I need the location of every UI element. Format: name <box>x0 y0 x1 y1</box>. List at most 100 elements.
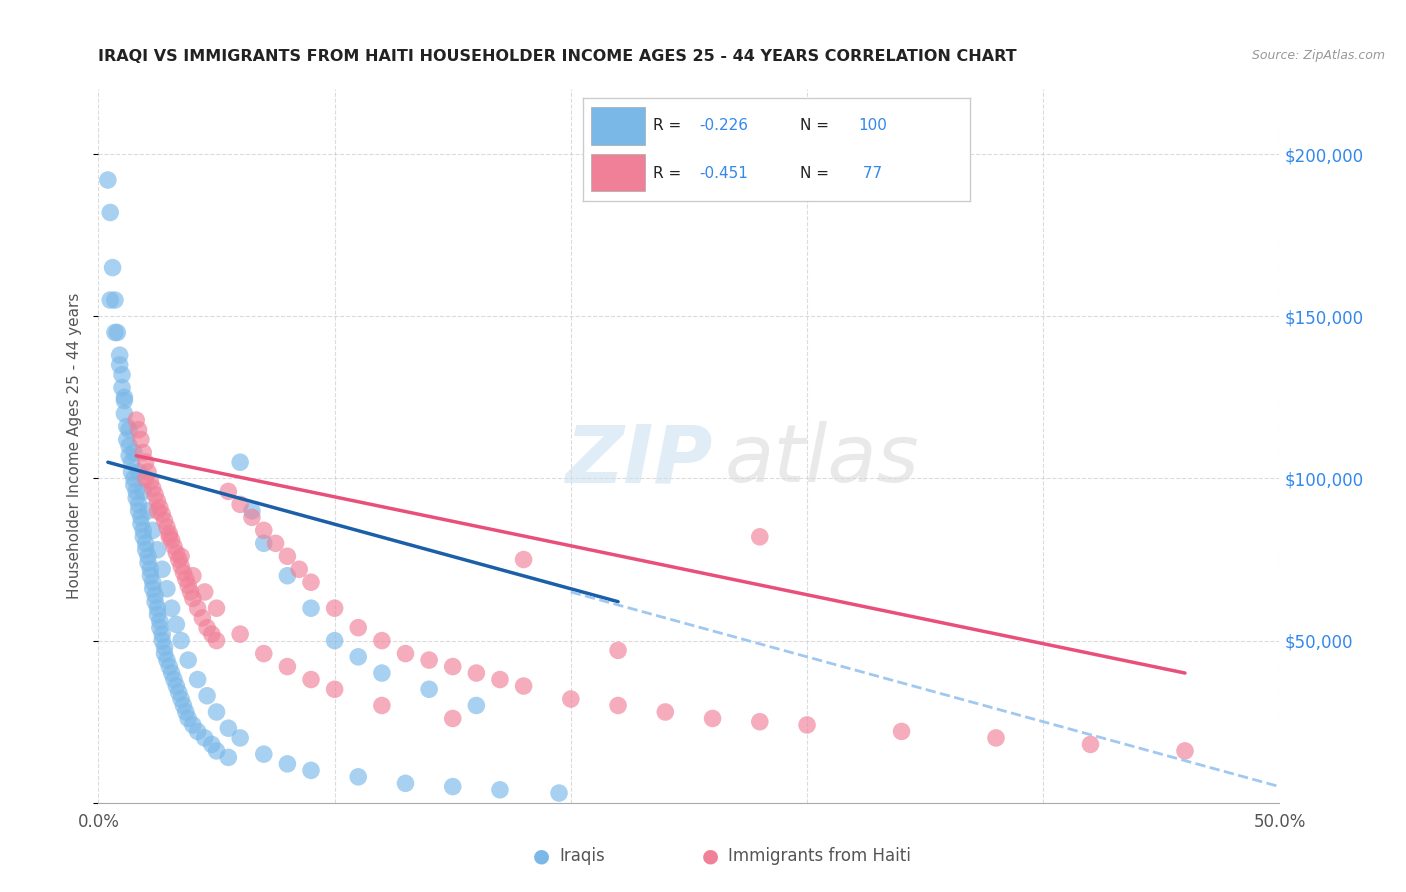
Text: R =: R = <box>652 119 686 133</box>
Point <box>172 566 194 580</box>
Point <box>418 653 440 667</box>
Point <box>108 358 131 372</box>
Point <box>135 536 157 550</box>
Point <box>253 536 276 550</box>
Point <box>157 530 180 544</box>
Point <box>323 601 346 615</box>
Point <box>149 500 172 515</box>
Point <box>136 465 159 479</box>
Point <box>128 465 150 479</box>
Point <box>441 659 464 673</box>
Point <box>136 556 159 570</box>
Point <box>607 698 630 713</box>
Point <box>156 582 179 596</box>
Point <box>205 744 228 758</box>
Point <box>229 627 252 641</box>
Text: 77: 77 <box>858 166 882 180</box>
Point <box>98 293 121 307</box>
Point <box>1174 744 1197 758</box>
Text: -0.226: -0.226 <box>699 119 748 133</box>
Point <box>177 711 200 725</box>
Point <box>104 293 127 307</box>
Point <box>201 627 224 641</box>
Point <box>153 514 176 528</box>
Point <box>153 640 176 654</box>
Point <box>122 471 145 485</box>
Text: 100: 100 <box>858 119 887 133</box>
Text: ZIP: ZIP <box>565 421 713 500</box>
Point <box>299 601 322 615</box>
Point <box>180 585 202 599</box>
Point <box>489 673 512 687</box>
Point <box>129 433 152 447</box>
Point <box>153 647 176 661</box>
Point <box>136 549 159 564</box>
Point <box>135 542 157 557</box>
Point <box>177 653 200 667</box>
Point <box>142 524 165 538</box>
Point <box>121 465 143 479</box>
Point <box>984 731 1007 745</box>
Point <box>548 786 571 800</box>
Point <box>194 731 217 745</box>
Point <box>441 711 464 725</box>
FancyBboxPatch shape <box>591 107 645 145</box>
Point <box>135 455 157 469</box>
Point <box>118 449 141 463</box>
Point <box>201 738 224 752</box>
Point <box>560 692 582 706</box>
Point <box>174 572 197 586</box>
Point <box>157 659 180 673</box>
Point <box>98 205 121 219</box>
Point <box>163 540 186 554</box>
Point <box>276 568 298 582</box>
Point <box>347 649 370 664</box>
Point <box>170 559 193 574</box>
Point <box>181 568 204 582</box>
Point <box>156 653 179 667</box>
Point <box>394 647 416 661</box>
Text: Immigrants from Haiti: Immigrants from Haiti <box>728 847 911 865</box>
Point <box>146 494 169 508</box>
Point <box>276 756 298 771</box>
Point <box>128 504 150 518</box>
Point <box>146 607 169 622</box>
Point <box>118 439 141 453</box>
Point <box>142 481 165 495</box>
Point <box>111 368 134 382</box>
Point <box>157 526 180 541</box>
Point <box>132 445 155 459</box>
Point <box>125 413 148 427</box>
Point <box>111 381 134 395</box>
Point <box>165 617 187 632</box>
Point <box>323 682 346 697</box>
Point <box>136 504 159 518</box>
Point <box>142 575 165 590</box>
Point <box>195 621 218 635</box>
Point <box>195 689 218 703</box>
Text: ●: ● <box>702 847 718 866</box>
Point <box>167 552 190 566</box>
Point <box>489 782 512 797</box>
Point <box>205 705 228 719</box>
Point <box>122 445 145 459</box>
Point <box>512 552 534 566</box>
Point <box>105 326 128 340</box>
Point <box>143 588 166 602</box>
Point <box>418 682 440 697</box>
Point <box>115 419 138 434</box>
Point <box>240 510 263 524</box>
Text: ●: ● <box>533 847 550 866</box>
Point <box>167 685 190 699</box>
Point <box>371 666 394 681</box>
Point <box>146 504 169 518</box>
Point <box>181 591 204 606</box>
Point <box>160 533 183 547</box>
Point <box>97 173 120 187</box>
Point <box>115 433 138 447</box>
Point <box>217 484 239 499</box>
Point <box>122 478 145 492</box>
Text: atlas: atlas <box>724 421 920 500</box>
Point <box>181 718 204 732</box>
Point <box>299 673 322 687</box>
